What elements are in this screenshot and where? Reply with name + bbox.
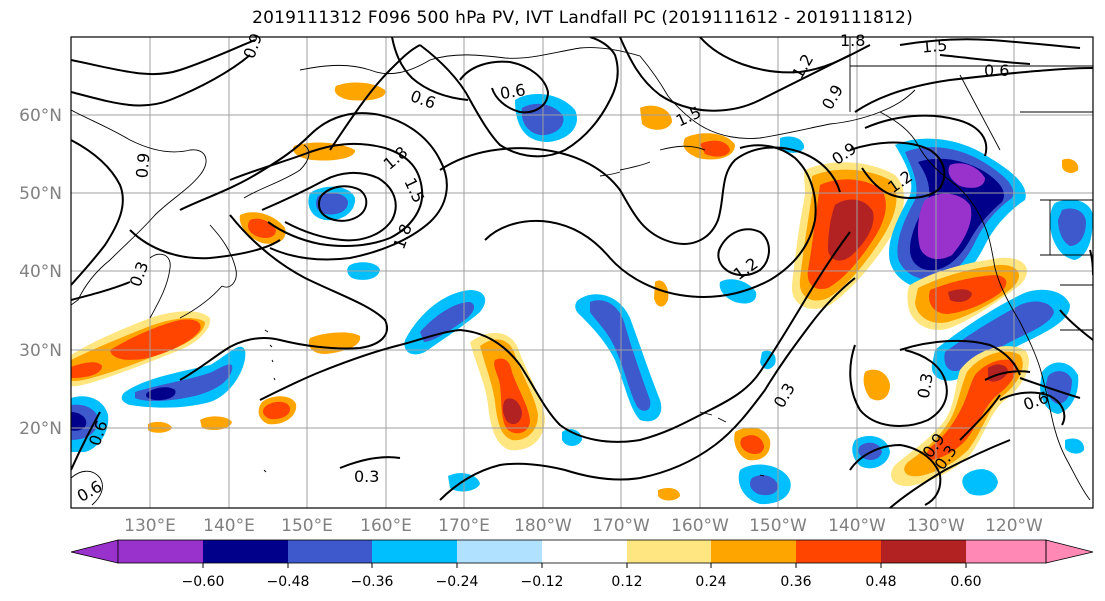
neg-anomaly <box>562 429 582 446</box>
lon-label: 150°E <box>281 516 333 536</box>
pv-label: 0.6 <box>984 61 1009 80</box>
pos-anomaly <box>262 401 291 420</box>
pos-anomaly <box>502 398 522 425</box>
lon-label: 170°E <box>438 516 490 536</box>
pv-label: 1.2 <box>788 51 817 83</box>
lat-label: 20°N <box>19 419 62 439</box>
lon-label: 140°E <box>203 516 255 536</box>
pos-anomaly <box>1062 158 1079 173</box>
colorbar-tick-label: −0.12 <box>521 574 564 590</box>
lon-label: 130°W <box>907 516 965 536</box>
colorbar-segment <box>457 540 542 563</box>
neg-anomaly <box>1046 371 1072 404</box>
pv-contours <box>71 37 1093 508</box>
pv-label: 1.5 <box>400 175 428 206</box>
neg-anomaly <box>948 163 985 188</box>
colorbar-segment <box>881 540 966 563</box>
lon-label: 160°W <box>671 516 729 536</box>
colorbar-tick-label: 0.60 <box>950 574 981 590</box>
lon-label: 130°E <box>124 516 176 536</box>
map-frame <box>70 36 1094 509</box>
pv-label: 0.3 <box>914 372 937 400</box>
lon-label: 180°W <box>514 516 572 536</box>
neg-anomaly <box>750 475 778 496</box>
neg-anomaly <box>1065 438 1085 454</box>
pv-label: 0.6 <box>74 477 106 506</box>
pv-label: 0.9 <box>239 31 266 61</box>
longitude-labels: 130°E 140°E 150°E 160°E 170°E 180°W 170°… <box>124 516 1043 536</box>
pos-anomaly <box>200 416 232 430</box>
pos-anomaly <box>658 488 680 501</box>
colorbar-segment <box>203 540 288 563</box>
colorbar-tick-label: 0.24 <box>695 574 726 590</box>
colorbar-tick-label: −0.36 <box>351 574 394 590</box>
lon-label: 120°W <box>985 516 1043 536</box>
lon-label: 160°E <box>360 516 412 536</box>
lat-label: 40°N <box>19 262 62 282</box>
lon-label: 150°W <box>749 516 807 536</box>
lat-label: 50°N <box>19 184 62 204</box>
pos-anomaly <box>334 82 386 101</box>
lat-label: 60°N <box>19 106 62 126</box>
pos-anomaly <box>654 280 669 307</box>
pv-label: 0.6 <box>499 80 527 103</box>
pv-label: 0.6 <box>408 86 438 113</box>
pos-anomaly <box>308 332 361 354</box>
pos-anomaly <box>71 362 102 378</box>
neg-anomaly <box>962 469 998 496</box>
colorbar-segment <box>627 540 711 563</box>
pos-anomaly <box>926 359 1017 460</box>
colorbar-segment <box>542 540 627 563</box>
colorbar-segment <box>372 540 457 563</box>
pv-label: 1.5 <box>921 36 948 57</box>
colorbar: −0.60 −0.48 −0.36 −0.24 −0.12 0.12 0.24 … <box>70 539 1094 590</box>
pv-label: 0.9 <box>132 152 153 179</box>
lat-lon-grid <box>71 37 1093 508</box>
pv-label: 1.8 <box>840 31 865 50</box>
colorbar-segment <box>966 540 1047 563</box>
neg-anomaly <box>316 192 348 215</box>
ivt-shading <box>71 82 1093 505</box>
neg-anomaly <box>917 193 972 260</box>
colorbar-tick-label: 0.12 <box>611 574 642 590</box>
colorbar-tick-label: −0.48 <box>267 574 310 590</box>
pos-anomaly <box>740 435 764 454</box>
colorbar-segment <box>796 540 881 563</box>
pv-label: 0.3 <box>354 467 379 486</box>
neg-anomaly <box>420 302 475 342</box>
colorbar-extend-high <box>1045 539 1094 564</box>
pv-label: 0.9 <box>818 81 847 113</box>
neg-anomaly <box>944 301 1054 372</box>
colorbar-extend-low <box>70 539 119 564</box>
lat-label: 30°N <box>19 341 62 361</box>
neg-anomaly <box>719 279 757 304</box>
pos-anomaly <box>640 105 672 130</box>
colorbar-tick-label: 0.48 <box>865 574 896 590</box>
pv-label: 1.2 <box>730 254 762 284</box>
colorbar-segment <box>118 540 203 563</box>
pv-label: 0.3 <box>770 380 799 412</box>
colorbar-tick-label: 0.36 <box>780 574 811 590</box>
colorbar-tick-label: −0.60 <box>182 574 225 590</box>
coastlines <box>71 37 1093 506</box>
neg-anomaly <box>1058 208 1086 246</box>
pv-label: 1.8 <box>389 221 416 251</box>
pos-anomaly <box>700 140 730 157</box>
latitude-labels: 60°N 50°N 40°N 30°N 20°N <box>19 106 62 439</box>
pv-label: 0.3 <box>126 259 153 289</box>
lon-label: 170°W <box>592 516 650 536</box>
neg-anomaly <box>146 387 176 401</box>
map-title: 2019111312 F096 500 hPa PV, IVT Landfall… <box>252 8 913 28</box>
colorbar-segment <box>711 540 796 563</box>
neg-anomaly <box>590 300 651 411</box>
pos-anomaly <box>948 289 972 302</box>
neg-anomaly <box>71 412 87 431</box>
colorbar-frame <box>117 539 1047 564</box>
colorbar-segment <box>288 540 372 563</box>
lon-label: 140°W <box>828 516 886 536</box>
pos-anomaly <box>148 421 172 433</box>
pos-anomaly <box>863 369 890 401</box>
colorbar-tick-label: −0.24 <box>436 574 479 590</box>
